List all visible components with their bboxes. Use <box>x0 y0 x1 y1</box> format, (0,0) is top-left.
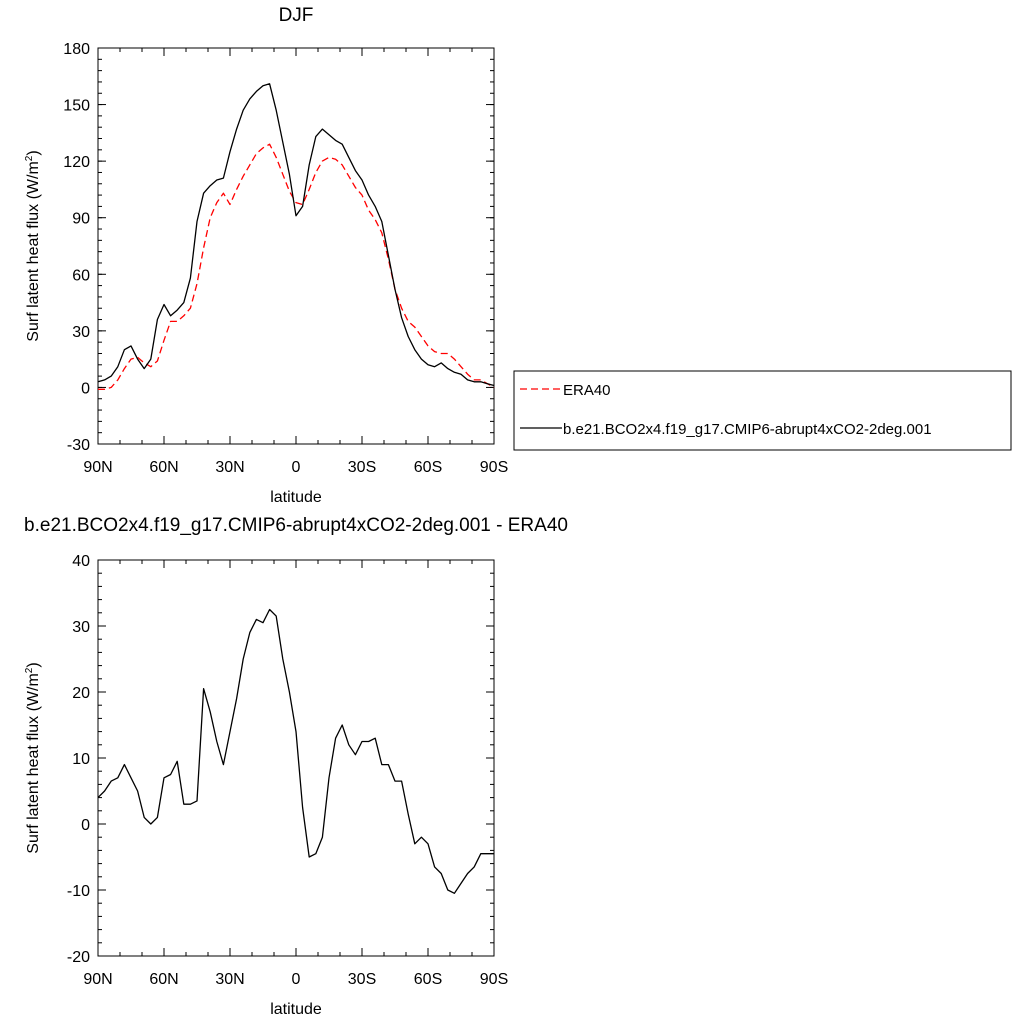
legend: ERA40 b.e21.BCO2x4.f19_g17.CMIP6-abrupt4… <box>513 370 1012 451</box>
y-tick-label: -10 <box>67 883 90 900</box>
y-tick-label: 40 <box>72 553 90 570</box>
panel-djf: DJF -30 0 30 60 90 120 150 180 90N 60N 30N 0 30S 60S… <box>24 5 508 506</box>
y-tick-label: 0 <box>81 380 90 397</box>
plot-frame <box>97 559 495 957</box>
y-axis-label: Surf latent heat flux (W/m2) <box>24 662 42 853</box>
axis-ticks <box>97 47 495 445</box>
series-group <box>97 83 495 390</box>
y-axis-label-end: ) <box>25 662 42 667</box>
legend-label-era40: ERA40 <box>563 382 611 399</box>
panel-difference: b.e21.BCO2x4.f19_g17.CMIP6-abrupt4xCO2-2… <box>24 515 568 1018</box>
x-tick-label: 90N <box>83 971 112 988</box>
x-axis-label: latitude <box>270 1001 322 1018</box>
x-tick-label: 60N <box>149 459 178 476</box>
y-tick-label: 0 <box>81 817 90 834</box>
y-tick-label: -20 <box>67 949 90 966</box>
y-tick-label: -30 <box>67 437 90 454</box>
x-tick-label: 90N <box>83 459 112 476</box>
x-tick-labels: 90N 60N 30N 0 30S 60S 90S <box>83 459 508 476</box>
y-tick-label: 180 <box>63 41 90 58</box>
legend-label-model: b.e21.BCO2x4.f19_g17.CMIP6-abrupt4xCO2-2… <box>563 421 932 438</box>
y-axis-label-text: Surf latent heat flux (W/m <box>25 673 42 854</box>
axis-ticks <box>97 559 495 957</box>
x-tick-labels: 90N 60N 30N 0 30S 60S 90S <box>83 971 508 988</box>
x-tick-label: 30S <box>348 971 376 988</box>
chart-title: DJF <box>279 5 314 26</box>
y-tick-label: 20 <box>72 685 90 702</box>
x-tick-label: 30S <box>348 459 376 476</box>
y-tick-label: 120 <box>63 154 90 171</box>
x-tick-label: 60N <box>149 971 178 988</box>
y-axis-label-text: Surf latent heat flux (W/m <box>25 161 42 342</box>
chart-title: b.e21.BCO2x4.f19_g17.CMIP6-abrupt4xCO2-2… <box>24 515 568 536</box>
y-tick-label: 90 <box>72 211 90 228</box>
series-line-era40 <box>98 143 495 390</box>
y-tick-label: 150 <box>63 98 90 115</box>
y-tick-label: 60 <box>72 267 90 284</box>
y-axis-label-end: ) <box>25 150 42 155</box>
x-tick-label: 30N <box>215 971 244 988</box>
x-tick-label: 60S <box>414 459 442 476</box>
x-tick-label: 60S <box>414 971 442 988</box>
series-group <box>97 608 494 894</box>
legend-box <box>513 370 1012 451</box>
y-axis-label: Surf latent heat flux (W/m2) <box>24 150 42 341</box>
x-tick-label: 0 <box>292 971 301 988</box>
y-tick-labels: -30 0 30 60 90 120 150 180 <box>63 41 90 454</box>
y-tick-label: 10 <box>72 751 90 768</box>
y-tick-labels: -20 -10 0 10 20 30 40 <box>67 553 90 966</box>
y-axis-label-superscript: 2 <box>24 155 35 161</box>
x-tick-label: 90S <box>480 971 508 988</box>
series-line-difference <box>97 608 494 894</box>
y-tick-label: 30 <box>72 324 90 341</box>
x-tick-label: 90S <box>480 459 508 476</box>
y-tick-label: 30 <box>72 619 90 636</box>
x-tick-label: 30N <box>215 459 244 476</box>
x-tick-label: 0 <box>292 459 301 476</box>
series-line-model <box>97 83 495 387</box>
y-axis-label-superscript: 2 <box>24 667 35 673</box>
x-axis-label: latitude <box>270 489 322 506</box>
plot-frame <box>97 47 495 445</box>
